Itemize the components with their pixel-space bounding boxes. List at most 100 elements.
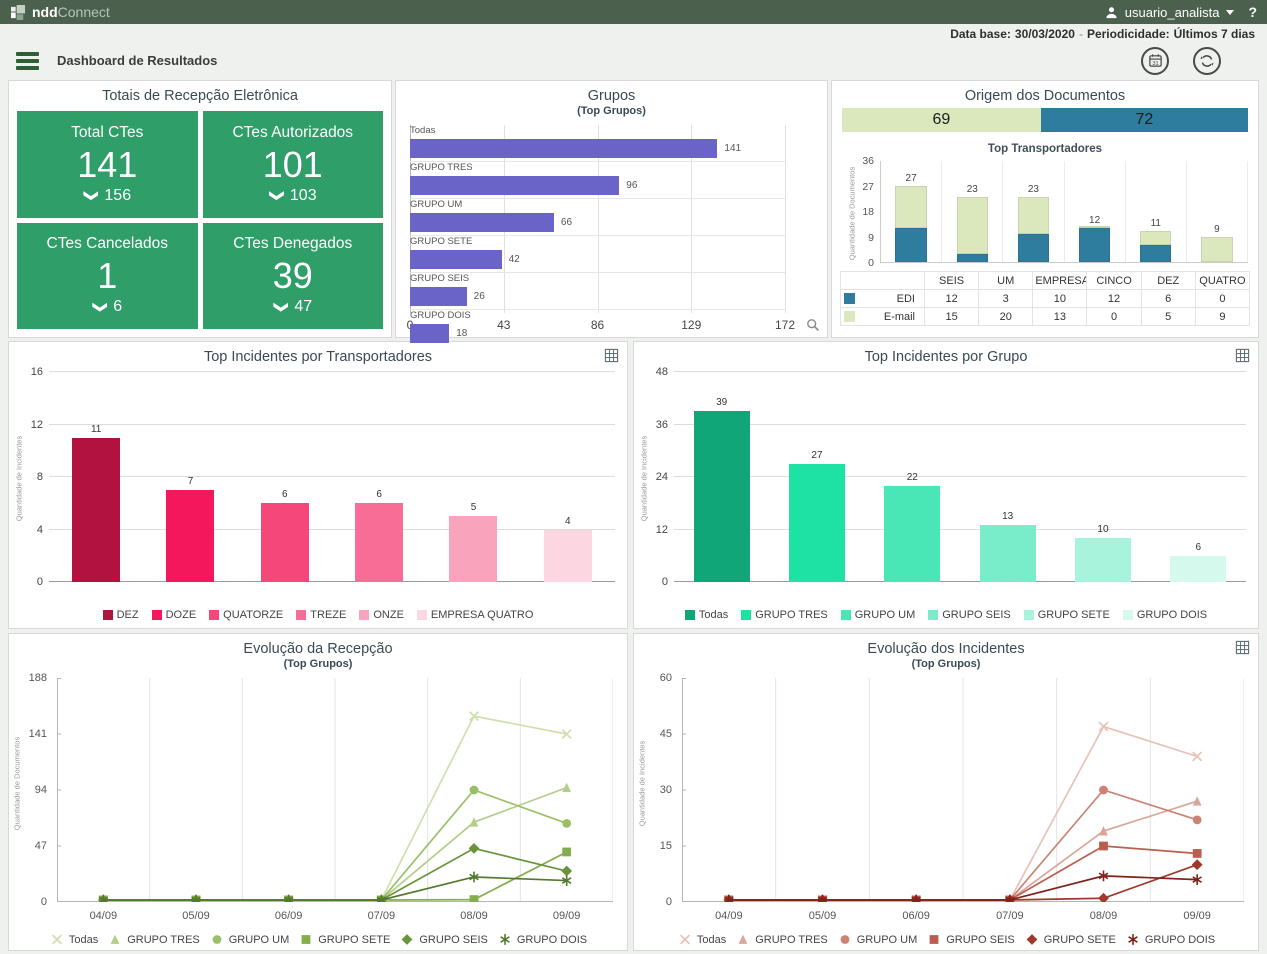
series-name: E-mail — [840, 307, 925, 326]
chevron-down-icon — [273, 302, 289, 312]
legend-item-Todas[interactable]: Todas — [677, 933, 726, 946]
origem-segment[interactable]: 69 — [842, 108, 1041, 132]
bar-GRUPO SEIS[interactable] — [410, 286, 467, 306]
database-label: Data base: — [950, 27, 1011, 41]
table-row: EDI 12 3 10 12 6 0 — [840, 289, 1251, 308]
legend-item-ONZE[interactable]: ONZE — [359, 609, 404, 621]
legend-item-GRUPO UM[interactable]: GRUPO UM — [209, 933, 289, 946]
card-subvalue: 6 — [113, 298, 123, 316]
bar-value-label: 10 — [1097, 524, 1109, 536]
bar-Todas[interactable] — [693, 411, 750, 582]
legend: DEZ DOZE QUATORZE TREZE ONZE EMPRESA QUA… — [9, 609, 627, 621]
logo-text-bold: ndd — [32, 4, 58, 20]
bar-category-label: GRUPO UM — [410, 199, 463, 210]
x-tick-label: 04/09 — [89, 910, 118, 922]
bar-Todas[interactable] — [410, 138, 718, 158]
legend-item-GRUPO SEIS[interactable]: GRUPO SEIS — [926, 933, 1015, 946]
stacked-column-DEZ[interactable]: 11 — [1126, 161, 1187, 262]
origem-segment[interactable]: 72 — [1040, 108, 1248, 132]
bar-GRUPO SEIS[interactable] — [979, 525, 1036, 582]
card-ctes-denegados[interactable]: CTes Denegados 39 47 — [202, 222, 383, 329]
legend-marker — [110, 934, 120, 944]
table-view-icon[interactable] — [604, 348, 619, 363]
y-tick-label: 12 — [655, 523, 668, 536]
bar-EMPRESA QUATRO[interactable] — [543, 529, 592, 582]
legend-item-GRUPO DOIS[interactable]: GRUPO DOIS — [1122, 609, 1207, 621]
legend-item-DEZ[interactable]: DEZ — [102, 609, 139, 621]
bar-category-label: GRUPO SETE — [410, 236, 473, 247]
segment-email — [1140, 231, 1172, 246]
bar-DOZE[interactable] — [166, 490, 215, 582]
legend-item-GRUPO UM[interactable]: GRUPO UM — [840, 609, 915, 621]
chevron-down-icon — [268, 191, 284, 201]
stacked-column-UM[interactable]: 23 — [942, 161, 1004, 262]
chevron-down-icon — [92, 302, 108, 312]
legend-swatch — [1122, 610, 1133, 620]
stacked-plot: 27 23 23 12 11 9 — [880, 161, 1249, 263]
table-view-icon[interactable] — [1235, 640, 1250, 655]
table-cell: 0 — [1086, 307, 1142, 326]
bar-GRUPO TRES[interactable] — [410, 175, 620, 195]
legend-item-GRUPO UM[interactable]: GRUPO UM — [837, 933, 917, 946]
calendar-button[interactable]: 31 — [1141, 46, 1169, 75]
bar-TREZE[interactable] — [355, 503, 404, 582]
stacked-column-QUATRO[interactable]: 9 — [1187, 161, 1249, 262]
total-label: 12 — [1089, 215, 1101, 227]
refresh-button[interactable] — [1193, 46, 1221, 75]
legend-item-GRUPO TRES[interactable]: GRUPO TRES — [735, 933, 828, 946]
hamburger-menu-icon[interactable] — [14, 50, 41, 72]
legend-item-DOZE[interactable]: DOZE — [151, 609, 196, 621]
legend-item-GRUPO SETE[interactable]: GRUPO SETE — [1024, 933, 1116, 946]
legend-item-GRUPO DOIS[interactable]: GRUPO DOIS — [1125, 933, 1215, 946]
legend-item-GRUPO SEIS[interactable]: GRUPO SEIS — [399, 933, 488, 946]
legend-swatch — [209, 610, 220, 620]
y-tick-label: 45 — [659, 728, 672, 740]
bar-GRUPO SETE[interactable] — [410, 249, 502, 269]
legend-item-Todas[interactable]: Todas — [684, 609, 728, 621]
legend-swatch — [151, 610, 162, 620]
card-ctes-autorizados[interactable]: CTes Autorizados 101 103 — [202, 111, 383, 218]
table-cell: 13 — [1032, 307, 1088, 326]
cards-grid: Total CTes 141 156 CTes Autorizados 101 … — [17, 111, 383, 329]
bar-GRUPO DOIS[interactable] — [410, 323, 450, 343]
period-label: Periodicidade: — [1086, 27, 1170, 41]
table-header: QUATRO — [1194, 271, 1251, 290]
bar-GRUPO SETE[interactable] — [1074, 538, 1131, 582]
x-tick-label: 07/09 — [996, 910, 1024, 922]
legend-item-GRUPO TRES[interactable]: GRUPO TRES — [107, 933, 200, 946]
bar-GRUPO TRES[interactable] — [788, 463, 845, 582]
legend-item-QUATORZE[interactable]: QUATORZE — [209, 609, 283, 621]
legend: Todas GRUPO TRES GRUPO UM GRUPO SEIS GRU… — [634, 933, 1258, 946]
bar-GRUPO DOIS[interactable] — [1170, 555, 1227, 582]
bar-ONZE[interactable] — [449, 516, 498, 582]
bar-QUATORZE[interactable] — [260, 503, 309, 582]
zoom-icon[interactable] — [806, 318, 820, 332]
stacked-column-SEIS[interactable]: 27 — [881, 161, 943, 262]
legend-item-GRUPO SEIS[interactable]: GRUPO SEIS — [928, 609, 1011, 621]
y-tick-label: 24 — [655, 471, 668, 483]
legend-item-GRUPO SETE[interactable]: GRUPO SETE — [298, 933, 390, 946]
stacked-column-EMPRESA...[interactable]: 23 — [1003, 161, 1065, 262]
legend-item-TREZE[interactable]: TREZE — [296, 609, 346, 621]
legend-item-GRUPO SETE[interactable]: GRUPO SETE — [1023, 609, 1110, 621]
legend-item-Todas[interactable]: Todas — [49, 933, 98, 946]
card-total-ctes[interactable]: Total CTes 141 156 — [17, 111, 198, 218]
user-menu[interactable]: usuario_analista — [1105, 5, 1235, 20]
legend-item-GRUPO DOIS[interactable]: GRUPO DOIS — [497, 933, 587, 946]
bar-plot: 48 36 24 12 0 39 27 22 13 10 6 — [656, 366, 1246, 588]
stacked-column-CINCO[interactable]: 12 — [1065, 161, 1126, 262]
bar-DEZ[interactable] — [72, 437, 121, 582]
help-icon[interactable]: ? — [1248, 4, 1257, 20]
bar-GRUPO UM[interactable] — [410, 212, 554, 232]
gridline — [674, 476, 1246, 477]
bar-GRUPO UM[interactable] — [884, 485, 941, 582]
legend-label: Todas — [696, 933, 727, 946]
card-ctes-cancelados[interactable]: CTes Cancelados 1 6 — [17, 222, 198, 329]
segment-edi — [1140, 245, 1172, 262]
legend-item-GRUPO TRES[interactable]: GRUPO TRES — [741, 609, 828, 621]
card-value: 101 — [262, 143, 323, 185]
x-tick-label: 07/09 — [367, 910, 396, 922]
table-view-icon[interactable] — [1235, 348, 1250, 363]
line-plot — [57, 678, 614, 906]
legend-item-EMPRESA QUATRO[interactable]: EMPRESA QUATRO — [416, 609, 533, 621]
